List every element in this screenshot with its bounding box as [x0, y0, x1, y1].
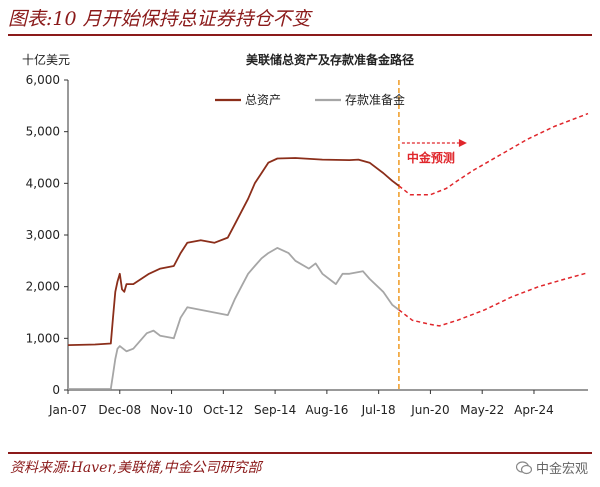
watermark-text: 中金宏观	[535, 462, 588, 477]
y-axis-label: 十亿美元	[22, 52, 70, 67]
footer-rule	[8, 452, 592, 454]
x-tick-label: Oct-12	[203, 403, 243, 417]
chart-marks: 中金预测	[67, 80, 589, 390]
y-tick-label: 2,000	[26, 280, 60, 294]
forecast-arrow-head	[458, 139, 467, 147]
legend-label-2: 存款准备金	[345, 92, 405, 107]
x-tick-label: Jun-20	[410, 403, 449, 417]
wechat-icon	[515, 460, 532, 474]
axes: 0 1,000 2,000 3,000 4,000 5,000 6,000 Jan-07 Dec…	[26, 73, 588, 417]
x-tick-label: Aug-16	[305, 403, 348, 417]
y-tick-label: 5,000	[26, 125, 60, 139]
y-tick-label: 4,000	[26, 176, 60, 190]
series-line-2	[68, 247, 400, 390]
watermark: 中金宏观	[515, 458, 588, 477]
series-line-3	[398, 112, 589, 196]
x-tick-label: Jan-07	[48, 403, 87, 417]
y-tick-label: 3,000	[26, 228, 60, 242]
chart-title: 美联储总资产及存款准备金路径	[246, 52, 414, 67]
x-tick-label: Sep-14	[254, 403, 296, 417]
series-line-1	[67, 157, 400, 346]
x-tick-label: Nov-10	[150, 403, 193, 417]
x-tick-label: Dec-08	[98, 403, 141, 417]
series-line-4	[398, 271, 589, 327]
y-tick-label: 0	[52, 383, 60, 397]
forecast-annotation: 中金预测	[407, 150, 455, 165]
x-tick-label: May-22	[460, 403, 504, 417]
source-note: 资料来源:Haver,美联储,中金公司研究部	[10, 460, 262, 476]
x-tick-label: Apr-24	[514, 403, 554, 417]
chart-legend: 总资产 存款准备金	[215, 92, 405, 107]
y-tick-label: 1,000	[26, 331, 60, 345]
x-tick-label: Jul-18	[361, 403, 396, 417]
y-tick-label: 6,000	[26, 73, 60, 87]
header-rule	[8, 34, 592, 36]
legend-label-1: 总资产	[245, 93, 281, 107]
figure-title: 图表:10 月开始保持总证券持仓不变	[8, 8, 311, 30]
